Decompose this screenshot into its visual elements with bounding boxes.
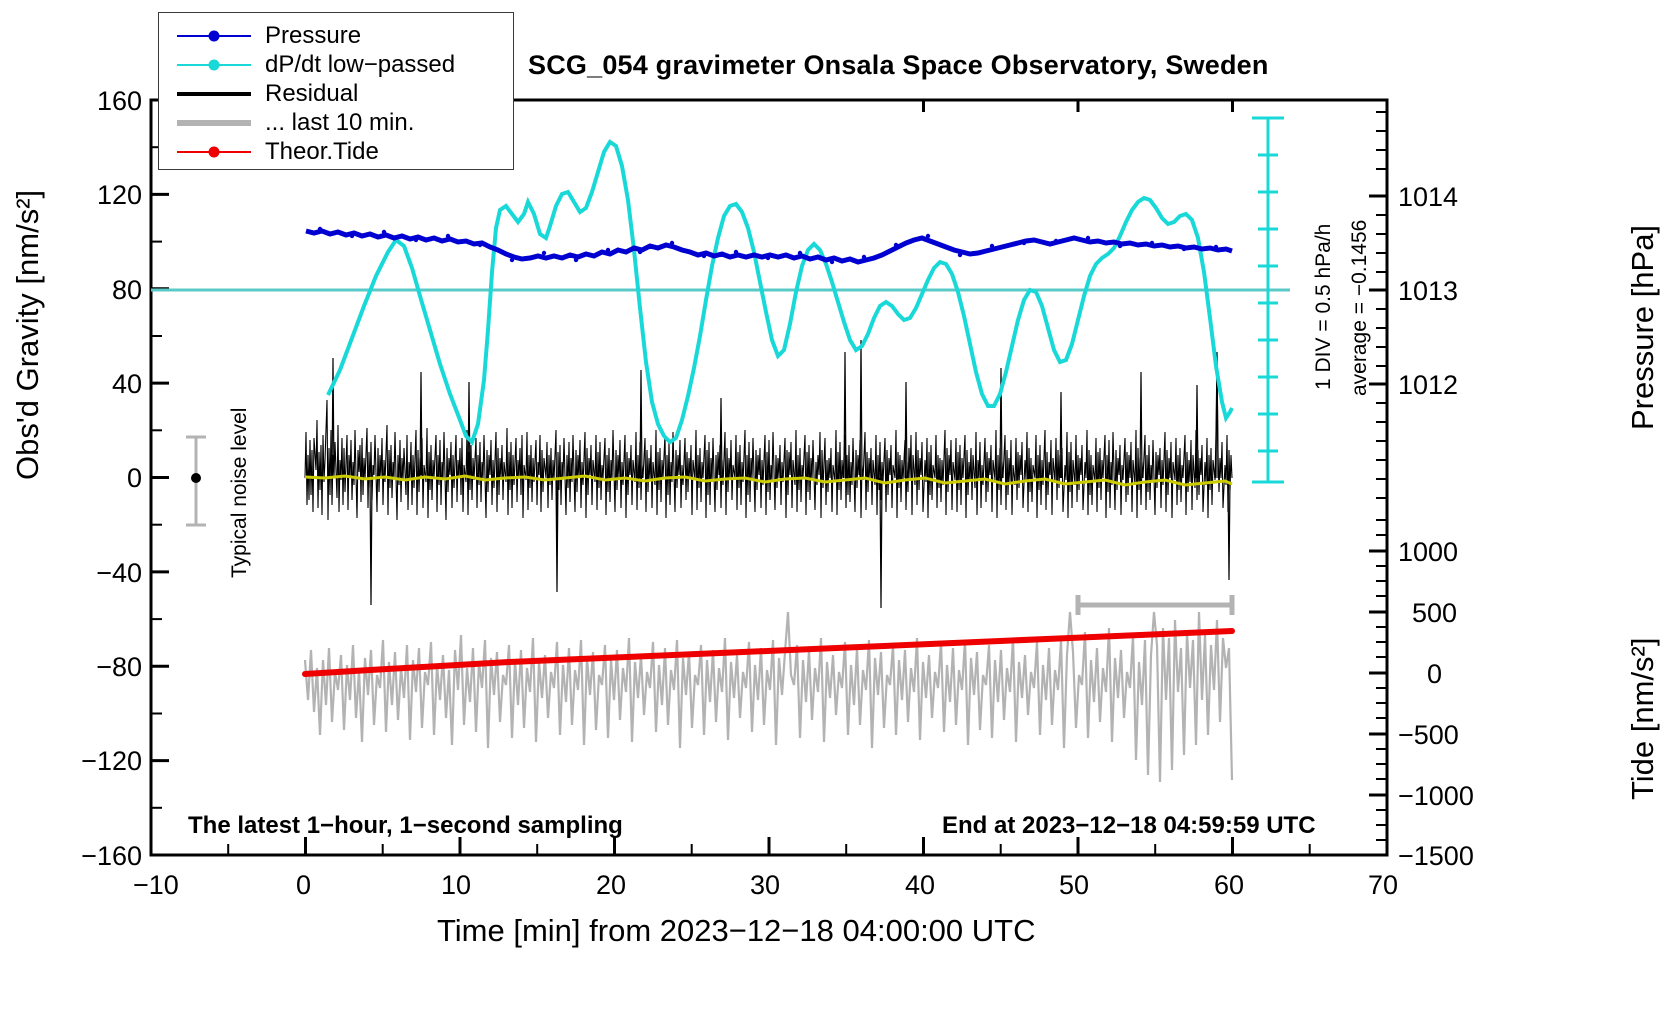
pressure-trace bbox=[305, 228, 1233, 265]
residual-smoothed-trace bbox=[304, 474, 1233, 487]
dpdt-trace bbox=[326, 139, 1234, 446]
legend-label-dpdt: dP/dt low−passed bbox=[265, 50, 456, 78]
y-left-tick-120: 120 bbox=[96, 180, 142, 210]
y-right-pressure-tick-1012: 1012 bbox=[1398, 370, 1459, 400]
residual-spikes bbox=[331, 339, 1231, 609]
y-right-tide-ticks bbox=[1369, 519, 1387, 857]
theor-tide-trace bbox=[302, 628, 1235, 677]
dpdt-div-scalebar bbox=[1252, 116, 1284, 484]
x-axis-ticks bbox=[149, 837, 1389, 855]
div-scale-label: 1 DIV = 0.5 hPa/h bbox=[1312, 223, 1335, 390]
legend-label-last10: ... last 10 min. bbox=[265, 108, 415, 136]
legend-swatch-last10 bbox=[173, 108, 255, 137]
x-axis-minor-ticks bbox=[227, 844, 1311, 855]
y-left-tick-m160: −160 bbox=[81, 841, 142, 871]
x-tick-50: 50 bbox=[1059, 870, 1090, 900]
typical-noise-level-marker bbox=[186, 435, 206, 527]
y-right-tide-tick-m1000: −1000 bbox=[1398, 781, 1474, 811]
legend-swatch-residual bbox=[173, 79, 255, 108]
page-title: SCG_054 gravimeter Onsala Space Observat… bbox=[528, 50, 1269, 80]
legend-swatch-dpdt bbox=[173, 50, 255, 79]
y-right-tide-tick-500: 500 bbox=[1412, 598, 1458, 628]
x-tick-40: 40 bbox=[905, 870, 936, 900]
y-left-axis-title: Obs'd Gravity [nm/s²] bbox=[10, 189, 45, 480]
bottom-left-annotation: The latest 1−hour, 1−second sampling bbox=[188, 812, 623, 839]
y-left-tick-m80: −80 bbox=[96, 652, 142, 682]
x-tick-30: 30 bbox=[750, 870, 781, 900]
legend: Pressure dP/dt low−passed Residual ... l… bbox=[158, 12, 514, 170]
legend-label-tide: Theor.Tide bbox=[265, 137, 379, 165]
y-right-tide-tick-m1500: −1500 bbox=[1398, 841, 1474, 871]
legend-label-pressure: Pressure bbox=[265, 21, 362, 49]
y-right-pressure-tick-1013: 1013 bbox=[1398, 276, 1459, 306]
y-right-pressure-axis-title: Pressure [hPa] bbox=[1625, 224, 1660, 430]
y-left-tick-m120: −120 bbox=[81, 746, 142, 776]
y-right-tide-tick-m500: −500 bbox=[1398, 720, 1459, 750]
x-tick-0: 0 bbox=[296, 870, 312, 900]
legend-item-dpdt[interactable]: dP/dt low−passed bbox=[173, 50, 513, 79]
x-axis-top-ticks bbox=[922, 100, 1389, 112]
legend-swatch-tide bbox=[173, 137, 255, 166]
y-right-pressure-ticks bbox=[1369, 111, 1387, 499]
pressure-points bbox=[317, 226, 1219, 265]
y-left-tick-m40: −40 bbox=[96, 558, 142, 588]
legend-label-residual: Residual bbox=[265, 79, 359, 107]
y-left-tick-40: 40 bbox=[111, 369, 142, 399]
legend-item-last10[interactable]: ... last 10 min. bbox=[173, 108, 513, 137]
y-left-tick-160: 160 bbox=[96, 86, 142, 116]
x-tick-20: 20 bbox=[596, 870, 627, 900]
x-tick-10: 10 bbox=[441, 870, 472, 900]
typical-noise-level-label: Typical noise level bbox=[228, 407, 251, 578]
legend-item-residual[interactable]: Residual bbox=[173, 79, 513, 108]
legend-swatch-pressure bbox=[173, 21, 255, 50]
y-left-tick-80: 80 bbox=[111, 275, 142, 305]
residual-trace bbox=[304, 354, 1233, 546]
legend-item-tide[interactable]: Theor.Tide bbox=[173, 137, 513, 166]
y-right-pressure-tick-1014: 1014 bbox=[1398, 182, 1459, 212]
y-left-tick-0: 0 bbox=[126, 463, 142, 493]
y-right-tide-tick-1000: 1000 bbox=[1398, 537, 1459, 567]
last10min-span-bar bbox=[1075, 595, 1235, 615]
x-axis-title: Time [min] from 2023−12−18 04:00:00 UTC bbox=[437, 913, 1036, 948]
y-left-ticks bbox=[151, 98, 169, 857]
x-tick-60: 60 bbox=[1214, 870, 1245, 900]
x-tick-m10: −10 bbox=[133, 870, 179, 900]
y-right-tide-tick-0: 0 bbox=[1427, 659, 1443, 689]
y-right-tide-axis-title: Tide [nm/s²] bbox=[1625, 637, 1660, 801]
legend-item-pressure[interactable]: Pressure bbox=[173, 21, 513, 50]
average-label: average = −0.1456 bbox=[1348, 219, 1371, 396]
bottom-right-annotation: End at 2023−12−18 04:59:59 UTC bbox=[942, 812, 1316, 839]
x-tick-70: 70 bbox=[1368, 870, 1399, 900]
